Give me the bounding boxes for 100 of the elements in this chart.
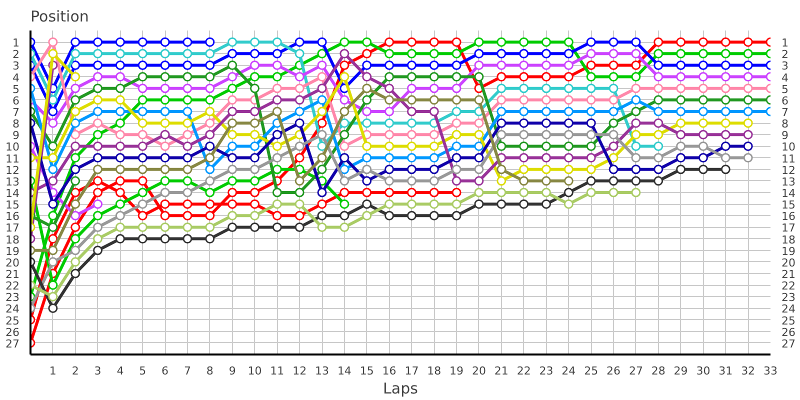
point	[317, 95, 327, 105]
point	[115, 130, 125, 140]
y2-tick-label: 6	[782, 94, 788, 108]
y-tick-label: 27	[6, 337, 20, 350]
point	[586, 130, 596, 140]
point	[294, 222, 304, 232]
point	[250, 141, 260, 151]
y-tick-label: 4	[12, 71, 20, 84]
point	[205, 130, 215, 140]
point	[564, 48, 574, 58]
point	[474, 95, 484, 105]
point	[115, 48, 125, 58]
point	[340, 95, 350, 105]
point	[698, 164, 708, 174]
point	[608, 84, 618, 94]
point	[631, 37, 641, 47]
point	[542, 72, 552, 82]
y-tick-label: 25	[6, 314, 20, 328]
point	[362, 176, 372, 186]
point	[205, 234, 215, 244]
x-tick-label: 19	[450, 364, 464, 378]
point	[340, 176, 350, 186]
point	[631, 48, 641, 58]
point	[654, 84, 664, 94]
point	[340, 210, 350, 220]
point	[70, 199, 80, 209]
y-tick-label: 9	[12, 129, 20, 142]
point	[48, 303, 58, 313]
point	[654, 141, 664, 151]
point	[182, 188, 192, 198]
point	[452, 153, 462, 163]
point	[542, 118, 552, 128]
point	[93, 199, 103, 209]
point	[429, 153, 439, 163]
point	[160, 37, 170, 47]
point	[93, 130, 103, 140]
x-tick-label: 1	[49, 364, 56, 378]
point	[160, 222, 170, 232]
y2-tick-label: 20	[782, 256, 796, 270]
point	[70, 222, 80, 232]
point	[272, 130, 282, 140]
point	[138, 176, 148, 186]
point	[542, 130, 552, 140]
point	[362, 37, 372, 47]
y-tick-label: 19	[6, 244, 20, 258]
point	[70, 153, 80, 163]
point	[205, 118, 215, 128]
point	[93, 246, 103, 256]
point	[542, 106, 552, 116]
point	[160, 188, 170, 198]
point	[406, 130, 416, 140]
point	[294, 37, 304, 47]
point	[115, 176, 125, 186]
point	[70, 141, 80, 151]
point	[272, 188, 282, 198]
point	[250, 176, 260, 186]
point	[272, 164, 282, 174]
point	[474, 72, 484, 82]
point	[743, 84, 753, 94]
point	[272, 222, 282, 232]
point	[564, 95, 574, 105]
point	[160, 141, 170, 151]
point	[406, 84, 416, 94]
point	[542, 164, 552, 174]
point	[452, 210, 462, 220]
y-tick-label: 16	[6, 210, 20, 224]
point	[676, 106, 686, 116]
point	[654, 118, 664, 128]
x-tick-label: 25	[584, 364, 598, 378]
point	[608, 72, 618, 82]
point	[294, 188, 304, 198]
point	[608, 141, 618, 151]
point	[676, 72, 686, 82]
point	[138, 95, 148, 105]
point	[586, 118, 596, 128]
point	[586, 141, 596, 151]
point	[138, 164, 148, 174]
point	[542, 37, 552, 47]
point	[720, 130, 730, 140]
point	[586, 176, 596, 186]
point	[138, 234, 148, 244]
point	[250, 188, 260, 198]
point	[384, 188, 394, 198]
y2-tick-label: 1	[782, 36, 788, 50]
y2-tick-label: 9	[782, 129, 788, 142]
point	[182, 153, 192, 163]
point	[294, 106, 304, 116]
point	[317, 199, 327, 209]
point	[474, 188, 484, 198]
point	[429, 84, 439, 94]
point	[452, 95, 462, 105]
point	[384, 176, 394, 186]
point	[70, 72, 80, 82]
point	[182, 37, 192, 47]
point	[608, 48, 618, 58]
point	[542, 199, 552, 209]
y-tick-label: 14	[6, 187, 20, 200]
x-tick-label: 11	[270, 364, 284, 378]
x-tick-label: 9	[228, 364, 236, 378]
point	[384, 106, 394, 116]
